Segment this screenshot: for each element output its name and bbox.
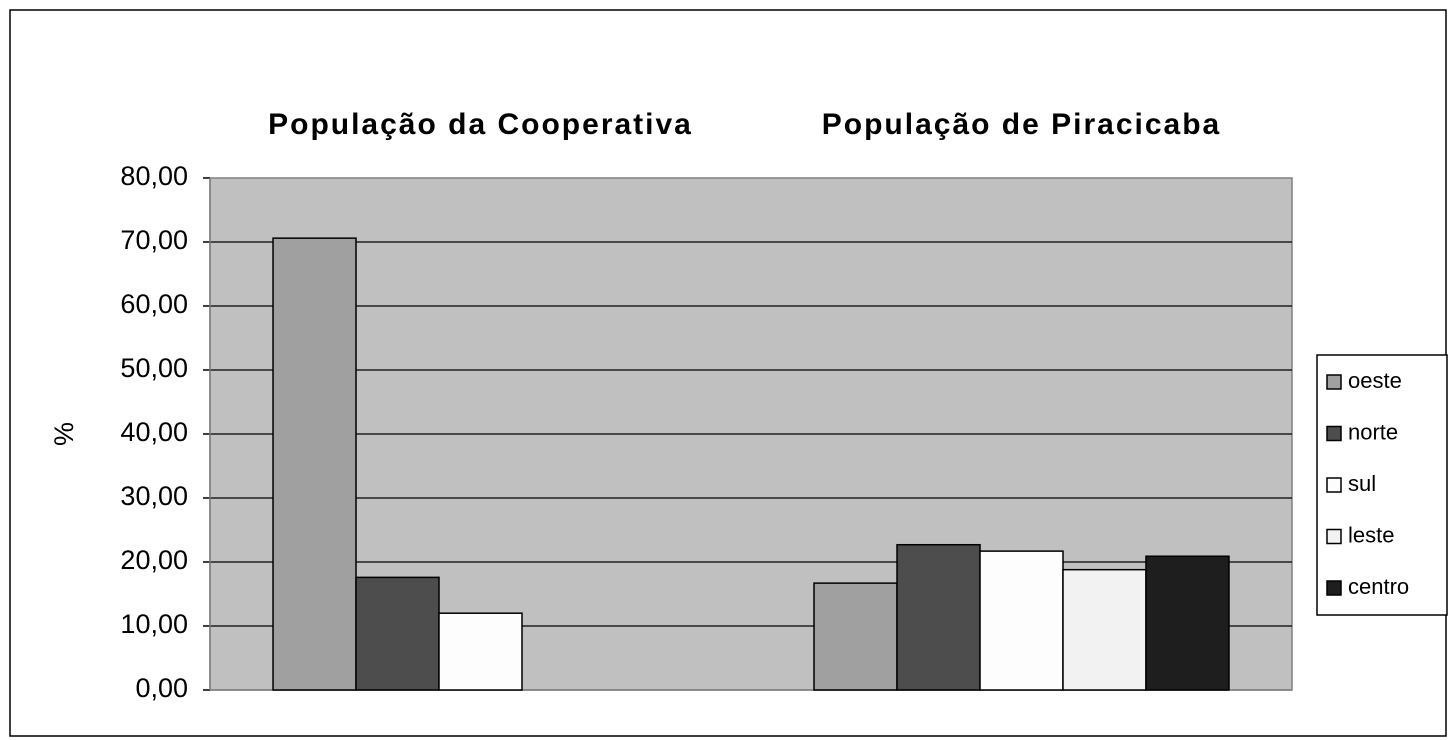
y-axis-label: % (49, 422, 79, 446)
y-tick-label: 10,00 (120, 609, 188, 639)
y-tick-label: 70,00 (120, 225, 188, 255)
category-label: População de Piracicaba (822, 108, 1221, 141)
legend-swatch (1326, 425, 1342, 442)
legend-swatch (1326, 580, 1342, 596)
legend-label: oeste (1348, 368, 1402, 393)
bar (355, 576, 440, 691)
bar (272, 237, 357, 691)
bar (1145, 555, 1230, 691)
legend-swatch (1326, 528, 1342, 545)
y-tick-label: 80,00 (120, 161, 188, 191)
y-tick-label: 30,00 (120, 481, 188, 511)
y-tick-label: 40,00 (120, 417, 188, 447)
bar (896, 543, 981, 691)
category-label: População da Cooperativa (268, 108, 693, 141)
y-tick-label: 60,00 (120, 289, 188, 319)
y-tick-label: 20,00 (120, 545, 188, 575)
legend-swatch (1326, 477, 1342, 493)
legend-label: leste (1348, 522, 1394, 547)
bar (1062, 568, 1147, 691)
bar (438, 612, 523, 691)
legend-label: sul (1348, 471, 1376, 496)
legend-label: norte (1348, 419, 1398, 444)
bar (979, 550, 1064, 691)
legend-label: centro (1348, 574, 1409, 599)
legend-swatch (1326, 374, 1342, 390)
y-tick-label: 50,00 (120, 353, 188, 383)
y-tick-label: 0,00 (135, 673, 188, 703)
bar (813, 582, 898, 691)
